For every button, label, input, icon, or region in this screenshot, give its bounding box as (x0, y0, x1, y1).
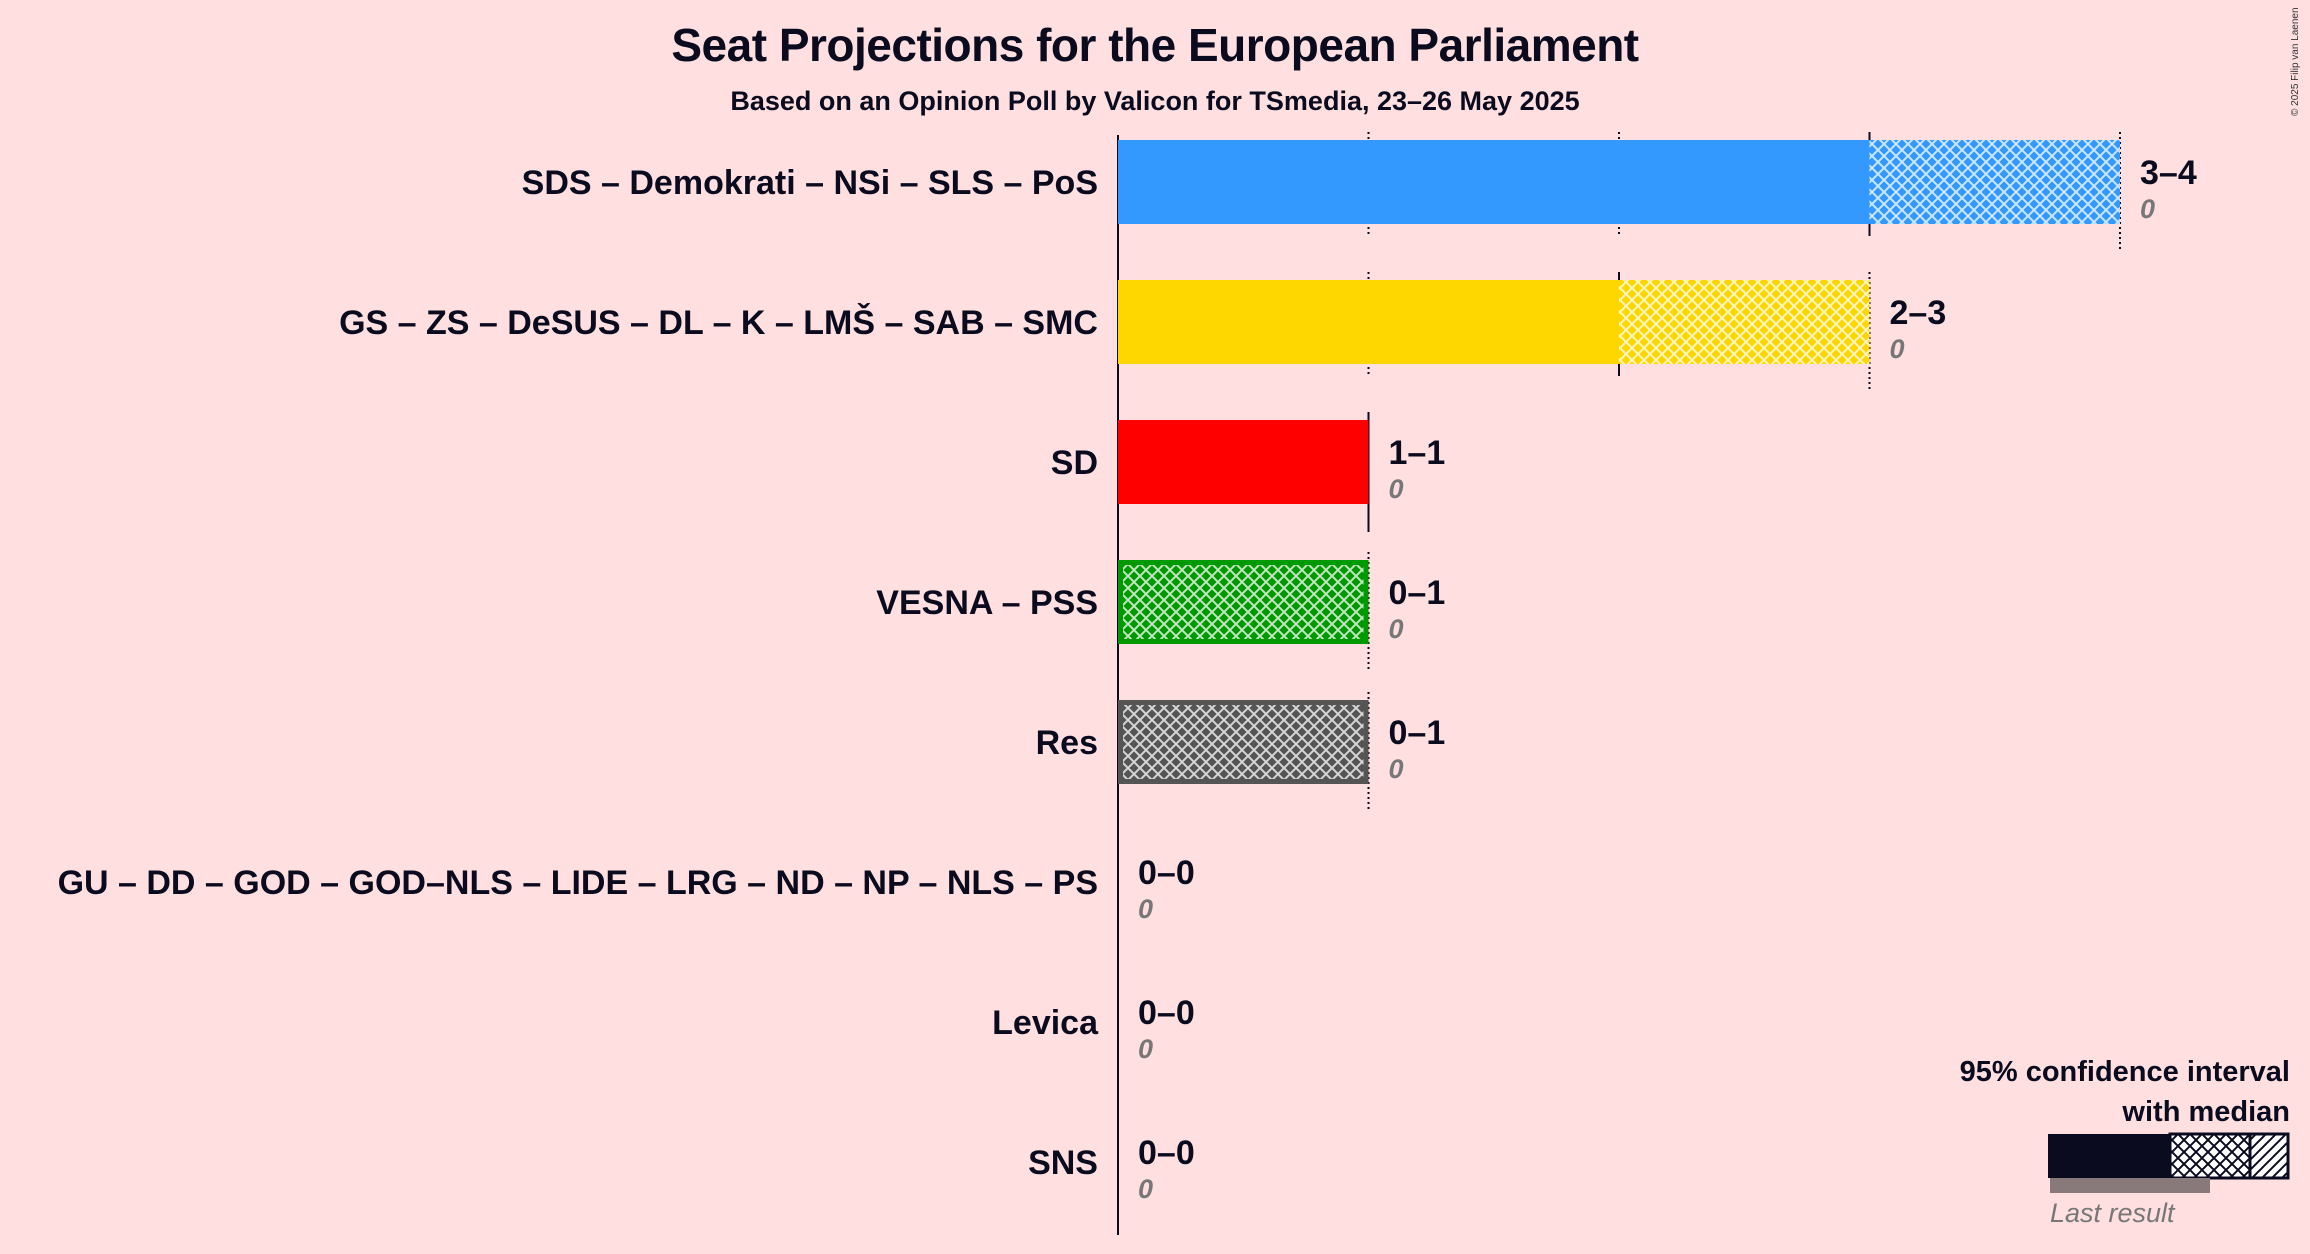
bar-interval (1869, 140, 2120, 224)
range-label: 3–4 (2140, 154, 2197, 192)
last-result-label: 0 (1138, 894, 1153, 924)
value-labels: 3–402–301–100–100–100–000–000–00 (1138, 154, 2197, 1204)
category-label: SD (1051, 444, 1098, 482)
legend-last-result: Last result (2050, 1198, 2175, 1228)
legend-last-bar (2050, 1178, 2210, 1193)
last-result-label: 0 (1890, 334, 1905, 364)
bars (1118, 140, 2120, 784)
legend-interval (2168, 1132, 2252, 1180)
last-result-label: 0 (1389, 474, 1404, 504)
legend-median-part (2248, 1132, 2290, 1180)
last-result-label: 0 (1138, 1174, 1153, 1204)
bar-interval (1619, 280, 1870, 364)
legend-title: 95% confidence interval with median (1870, 1052, 2290, 1132)
last-result-label: 0 (1389, 754, 1404, 784)
range-label: 0–0 (1138, 854, 1195, 892)
category-label: Levica (992, 1004, 1099, 1042)
range-label: 2–3 (1890, 294, 1947, 332)
bar-solid (1118, 140, 1870, 224)
category-label: SDS – Demokrati – NSi – SLS – PoS (522, 164, 1098, 202)
chart-subtitle: Based on an Opinion Poll by Valicon for … (730, 86, 1580, 116)
bar-interval (1118, 700, 1369, 784)
range-label: 0–0 (1138, 994, 1195, 1032)
category-label: GU – DD – GOD – GOD–NLS – LIDE – LRG – N… (58, 864, 1098, 902)
last-result-label: 0 (2140, 194, 2155, 224)
legend-title-line1: 95% confidence interval (1959, 1056, 2290, 1088)
category-label: SNS (1028, 1144, 1098, 1182)
bar-solid (1118, 280, 1619, 364)
range-label: 0–1 (1389, 714, 1446, 752)
legend-graphic (2048, 1132, 2290, 1193)
range-label: 0–0 (1138, 1134, 1195, 1172)
last-result-label: 0 (1389, 614, 1404, 644)
last-result-label: 0 (1138, 1034, 1153, 1064)
category-label: GS – ZS – DeSUS – DL – K – LMŠ – SAB – S… (339, 303, 1098, 342)
category-label: VESNA – PSS (876, 584, 1098, 622)
bar-interval (1118, 560, 1369, 644)
legend-solid (2048, 1134, 2170, 1178)
bar-solid (1118, 420, 1369, 504)
legend-title-line2: with median (2122, 1096, 2290, 1128)
category-label: Res (1036, 724, 1098, 762)
range-label: 1–1 (1389, 434, 1446, 472)
range-label: 0–1 (1389, 574, 1446, 612)
category-labels: SDS – Demokrati – NSi – SLS – PoS GS – ZS… (58, 164, 1100, 1182)
chart-title: Seat Projections for the European Parlia… (671, 19, 1639, 71)
